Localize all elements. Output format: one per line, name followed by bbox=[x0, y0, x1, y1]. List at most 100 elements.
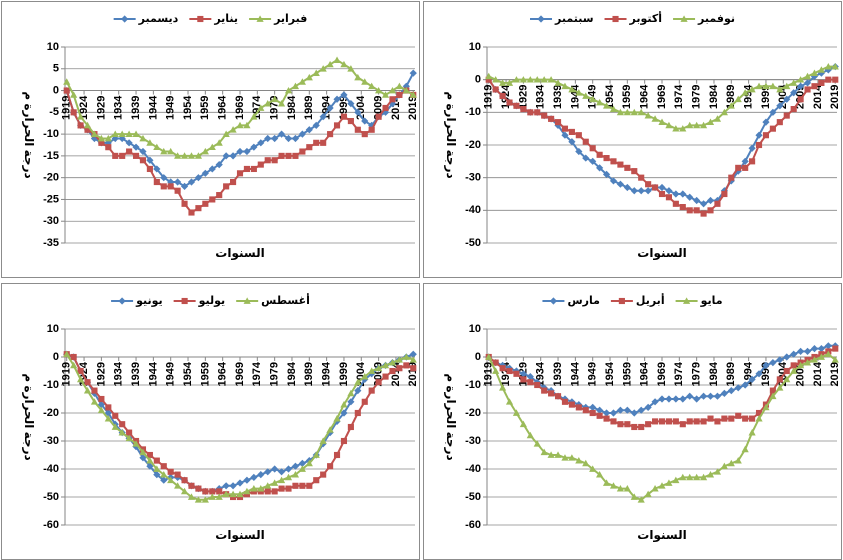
marker-triangle bbox=[682, 297, 691, 304]
marker-square bbox=[728, 174, 735, 181]
marker-diamond bbox=[748, 144, 756, 152]
x-tick-label: 1989 bbox=[303, 96, 315, 120]
marker-square bbox=[707, 207, 714, 214]
marker-triangle bbox=[505, 79, 514, 86]
marker-square bbox=[285, 152, 292, 159]
marker-square bbox=[396, 91, 403, 98]
marker-diamond bbox=[347, 100, 355, 108]
x-tick-label: 2019 bbox=[407, 96, 419, 120]
y-tick-label: -25 bbox=[43, 193, 59, 205]
marker-triangle bbox=[264, 482, 272, 489]
marker-triangle bbox=[734, 95, 742, 103]
y-tick-label: 5 bbox=[53, 63, 59, 75]
x-tick-label: 1954 bbox=[604, 361, 616, 386]
marker-triangle bbox=[817, 353, 826, 360]
marker-diamond bbox=[596, 406, 604, 414]
marker-triangle bbox=[512, 76, 521, 83]
legend: يونيو يوليو أغسطس bbox=[111, 293, 310, 307]
marker-square bbox=[652, 418, 659, 425]
marker-triangle bbox=[797, 361, 805, 369]
marker-square bbox=[783, 367, 790, 375]
marker-diamond bbox=[706, 196, 715, 205]
y-tick-label: -5 bbox=[49, 106, 59, 118]
marker-square bbox=[84, 126, 91, 133]
x-tick-label: 1969 bbox=[656, 85, 668, 109]
marker-triangle bbox=[368, 82, 376, 90]
marker-square bbox=[320, 139, 327, 146]
x-tick-label: 1994 bbox=[321, 361, 333, 386]
marker-square bbox=[403, 362, 410, 369]
marker-triangle bbox=[498, 79, 507, 86]
marker-triangle bbox=[222, 490, 230, 498]
marker-triangle bbox=[762, 403, 770, 411]
marker-square bbox=[292, 152, 299, 159]
marker-diamond bbox=[121, 15, 129, 23]
marker-square bbox=[638, 423, 645, 431]
marker-triangle bbox=[706, 471, 715, 478]
marker-triangle bbox=[568, 85, 576, 93]
marker-square bbox=[499, 365, 506, 372]
marker-diamond bbox=[271, 465, 279, 473]
marker-triangle bbox=[755, 415, 763, 422]
marker-square bbox=[368, 387, 375, 394]
marker-triangle bbox=[561, 82, 569, 90]
marker-diamond bbox=[250, 473, 258, 481]
marker-diamond bbox=[284, 134, 293, 143]
marker-diamond bbox=[824, 342, 832, 350]
marker-diamond bbox=[305, 126, 313, 134]
marker-diamond bbox=[776, 102, 784, 110]
x-tick-label: 1944 bbox=[569, 361, 581, 386]
x-tick-label: 1929 bbox=[95, 362, 107, 386]
marker-triangle bbox=[104, 134, 112, 142]
marker-triangle bbox=[498, 384, 507, 391]
marker-triangle bbox=[305, 459, 313, 467]
marker-diamond bbox=[762, 118, 770, 126]
marker-triangle bbox=[575, 89, 583, 96]
marker-triangle bbox=[526, 431, 534, 439]
marker-diamond bbox=[537, 15, 545, 23]
marker-square bbox=[223, 183, 230, 190]
marker-triangle bbox=[388, 86, 397, 94]
x-tick-label: 1989 bbox=[725, 362, 737, 386]
marker-triangle bbox=[492, 367, 500, 374]
x-tick-label: 1964 bbox=[639, 361, 651, 386]
marker-triangle bbox=[111, 423, 119, 430]
y-tick-label: -20 bbox=[465, 139, 481, 151]
marker-triangle bbox=[831, 63, 839, 70]
marker-square bbox=[818, 79, 825, 86]
marker-square bbox=[612, 15, 619, 23]
marker-diamond bbox=[298, 130, 306, 138]
marker-square bbox=[776, 376, 783, 383]
marker-triangle bbox=[505, 398, 514, 405]
marker-square bbox=[84, 379, 91, 386]
marker-triangle bbox=[63, 350, 71, 358]
marker-square bbox=[797, 96, 804, 103]
x-axis-label: السنوات bbox=[637, 246, 686, 261]
marker-triangle bbox=[381, 91, 390, 98]
marker-square bbox=[167, 468, 174, 475]
marker-diamond bbox=[596, 164, 604, 172]
marker-square bbox=[506, 367, 513, 375]
marker-triangle bbox=[63, 78, 71, 85]
marker-triangle bbox=[790, 79, 798, 86]
marker-triangle bbox=[790, 367, 798, 374]
legend: سبتمبر أكتوبر نوفمبر bbox=[530, 11, 735, 25]
marker-diamond bbox=[229, 152, 237, 160]
marker-triangle bbox=[797, 76, 805, 83]
marker-square bbox=[749, 158, 756, 165]
marker-diamond bbox=[748, 375, 756, 383]
marker-triangle bbox=[589, 465, 597, 472]
marker-square bbox=[174, 471, 181, 478]
x-tick-label: 1964 bbox=[639, 84, 651, 109]
marker-diamond bbox=[561, 131, 569, 139]
marker-diamond bbox=[402, 82, 410, 90]
marker-diamond bbox=[97, 401, 105, 409]
marker-square bbox=[160, 183, 167, 190]
y-tick-label: -40 bbox=[465, 204, 481, 216]
x-tick-label: 1944 bbox=[147, 95, 159, 120]
x-tick-label: 1959 bbox=[199, 96, 211, 120]
marker-square bbox=[146, 165, 153, 173]
y-axis-label: درجة الحرارة م bbox=[443, 373, 458, 460]
marker-diamond bbox=[582, 154, 590, 162]
